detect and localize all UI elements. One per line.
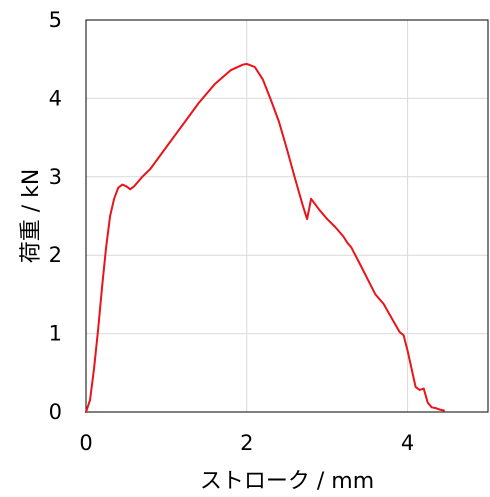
x-axis-label: ストローク / mm (200, 469, 374, 494)
y-tick-label-1: 1 (49, 322, 62, 346)
y-tick-label-0: 0 (49, 400, 62, 424)
grid-lines (85, 19, 488, 413)
y-tick-label-3: 3 (49, 165, 62, 189)
y-tick-labels: 0 1 2 3 4 5 (49, 8, 62, 424)
x-tick-label-2: 4 (401, 431, 414, 455)
y-tick-label-2: 2 (49, 243, 62, 267)
x-tick-label-1: 2 (240, 431, 253, 455)
y-tick-label-5: 5 (49, 8, 62, 32)
data-line (85, 62, 445, 413)
y-tick-label-4: 4 (49, 86, 62, 110)
x-tick-labels: 0 2 4 (79, 431, 414, 455)
x-tick-label-0: 0 (79, 431, 92, 455)
plot-frame (85, 19, 489, 413)
y-axis-label: 荷重 / kN (19, 169, 44, 264)
